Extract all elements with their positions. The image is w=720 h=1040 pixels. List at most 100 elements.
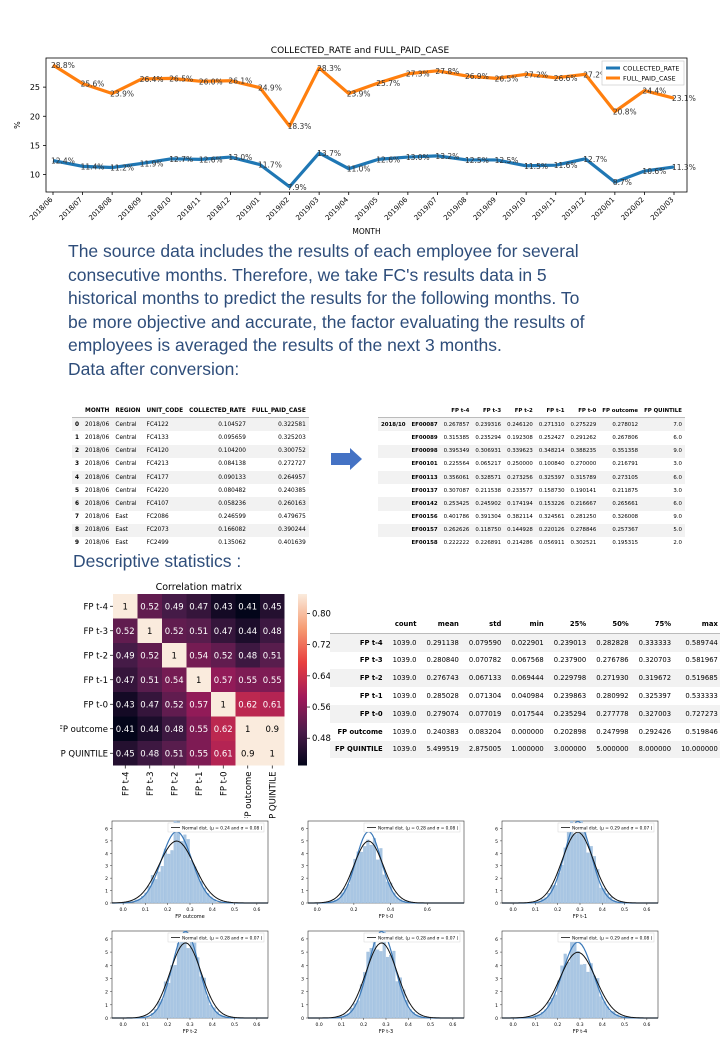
table-cell: 0.195315 bbox=[612, 540, 639, 547]
table-row: EF00098 0.395349 0.306931 0.339623 0.348214 0… bbox=[378, 444, 685, 458]
histogram-legend: Normal dist. (μ = 0.28 and σ = 0.07 ) bbox=[167, 932, 265, 943]
x-tick-label: 2019/01 bbox=[235, 196, 261, 222]
column-header: MONTH bbox=[85, 407, 110, 414]
table-cell: 0.222222 bbox=[443, 540, 470, 547]
row-index: 2 bbox=[75, 448, 80, 455]
row-group-label bbox=[378, 524, 408, 537]
table-cell: 0.271310 bbox=[538, 421, 565, 428]
heatmap-cell bbox=[137, 643, 162, 668]
table-cell: 3.0 bbox=[673, 461, 682, 468]
x-tick-label: 0.4 bbox=[599, 1022, 606, 1028]
x-tick-label: 0.0 bbox=[316, 1022, 323, 1028]
table-row: EF00137 0.307087 0.211538 0.233577 0.158730 0… bbox=[378, 484, 685, 497]
row-group-label bbox=[378, 471, 408, 484]
heatmap-cell-label: 0.41 bbox=[238, 602, 257, 612]
table-cell: 0.581967 bbox=[685, 656, 718, 665]
table-cell: 0.239316 bbox=[475, 421, 502, 428]
column-header: FP t-3 bbox=[483, 407, 502, 414]
histogram-bar bbox=[369, 948, 373, 1019]
table-cell: 6.0 bbox=[673, 474, 682, 481]
row-index: 7 bbox=[75, 514, 80, 521]
histogram-bar bbox=[170, 965, 174, 1019]
table-cell: 1039.0 bbox=[392, 709, 417, 718]
heatmap-cell-label: 0.43 bbox=[214, 602, 233, 612]
table-cell: 0.727273 bbox=[685, 709, 718, 718]
histogram-bar bbox=[173, 965, 177, 1019]
data-label: 12.5% bbox=[495, 156, 519, 165]
data-label: 27.3% bbox=[406, 70, 430, 79]
x-axis-label: FP t-0 bbox=[379, 914, 393, 920]
histogram-bar bbox=[411, 1012, 415, 1019]
data-label: 23.9% bbox=[110, 90, 134, 99]
paragraph-line: be more objective and accurate, the fact… bbox=[68, 311, 585, 332]
x-tick-label: 2018/07 bbox=[58, 196, 84, 222]
histogram-bar bbox=[602, 888, 606, 904]
table-cell: 0.070782 bbox=[468, 656, 502, 665]
table-cell: Central bbox=[115, 474, 137, 481]
data-label: 26.1% bbox=[228, 77, 252, 86]
table-cell: 0.278846 bbox=[570, 527, 597, 534]
table-cell: 2018/06 bbox=[85, 434, 110, 441]
table-cell: Central bbox=[115, 448, 137, 455]
row-group-label bbox=[378, 458, 408, 471]
row-id-label: EF00157 bbox=[411, 527, 438, 534]
table-cell: 0.214286 bbox=[507, 540, 533, 547]
table-cell: 0.090133 bbox=[218, 474, 246, 481]
heatmap-cell bbox=[235, 741, 260, 766]
table-cell: 0.278012 bbox=[612, 421, 639, 428]
y-tick-label: 20 bbox=[30, 112, 40, 121]
table-row: 8 2018/06 East FC2073 0.166082 0.390244 bbox=[72, 523, 309, 537]
table-cell: 0.022901 bbox=[511, 638, 544, 647]
table-cell: 0.118750 bbox=[475, 527, 502, 534]
y-tick-label: FP t-2 bbox=[83, 651, 108, 661]
histogram-bar bbox=[553, 885, 557, 904]
histogram-bar bbox=[167, 853, 171, 904]
legend-entry: Normal dist. (μ = 0.28 and σ = 0.07 ) bbox=[182, 935, 263, 941]
heatmap-cell-label: 0.51 bbox=[189, 627, 208, 637]
table-cell: 0.229798 bbox=[553, 674, 587, 683]
table-cell: 0.077019 bbox=[468, 709, 502, 718]
histogram-bar bbox=[363, 972, 367, 1019]
data-label: 26.0% bbox=[199, 77, 223, 86]
table-cell: 5.499519 bbox=[426, 745, 459, 754]
x-tick-label: 0.2 bbox=[164, 1022, 171, 1028]
table-cell: 0.239863 bbox=[553, 692, 587, 701]
y-tick-label: 2 bbox=[105, 990, 108, 996]
heatmap-cell bbox=[260, 618, 285, 643]
table-row: 2 2018/06 Central FC4120 0.104200 0.300752 bbox=[72, 444, 309, 458]
table-cell: 0.276743 bbox=[426, 674, 459, 683]
histogram-bar bbox=[540, 1012, 544, 1019]
row-label: FP t-2 bbox=[359, 674, 383, 683]
column-header: std bbox=[489, 619, 502, 628]
table-cell: 0.240385 bbox=[278, 487, 306, 494]
y-tick-label: FP QUINTILE bbox=[60, 749, 108, 759]
histogram-bar bbox=[173, 820, 177, 904]
normal-fit-curve bbox=[111, 840, 269, 904]
histogram-bar bbox=[170, 850, 174, 904]
y-tick-label: 6 bbox=[105, 937, 108, 943]
heatmap-cell bbox=[260, 692, 285, 717]
descriptive-stats-table: count mean std min 25% 50% 75% max FP t-4 1039.0… bbox=[330, 615, 720, 759]
x-tick-label: 0.6 bbox=[424, 907, 431, 913]
table-cell: 2018/06 bbox=[85, 487, 110, 494]
table-cell: 0.280992 bbox=[596, 692, 629, 701]
x-tick-label: 0.5 bbox=[231, 907, 238, 913]
histogram-bar bbox=[570, 820, 574, 904]
normal-fit-curve bbox=[111, 942, 269, 1019]
table-cell: 0.144928 bbox=[507, 527, 533, 534]
table-cell: 0.250000 bbox=[507, 461, 533, 468]
heatmap-cell bbox=[260, 594, 285, 619]
heatmap-cell bbox=[113, 716, 138, 741]
heatmap-cell-label: 1 bbox=[196, 676, 201, 686]
table-cell: 0.216791 bbox=[612, 461, 639, 468]
y-tick-label: 5 bbox=[105, 950, 108, 956]
column-header bbox=[408, 404, 440, 418]
table-row: FP outcome 1039.0 0.240383 0.083204 0.000000… bbox=[330, 723, 720, 741]
table-row: 3 2018/06 Central FC4213 0.084138 0.272727 bbox=[72, 458, 309, 471]
heatmap-cell bbox=[137, 667, 162, 692]
data-label: 13.0% bbox=[228, 153, 252, 162]
heatmap-cell-label: 0.45 bbox=[116, 749, 135, 759]
histogram-bar bbox=[592, 975, 596, 1019]
x-tick-label: 0.6 bbox=[253, 907, 260, 913]
x-tick-label: 0.3 bbox=[186, 907, 193, 913]
